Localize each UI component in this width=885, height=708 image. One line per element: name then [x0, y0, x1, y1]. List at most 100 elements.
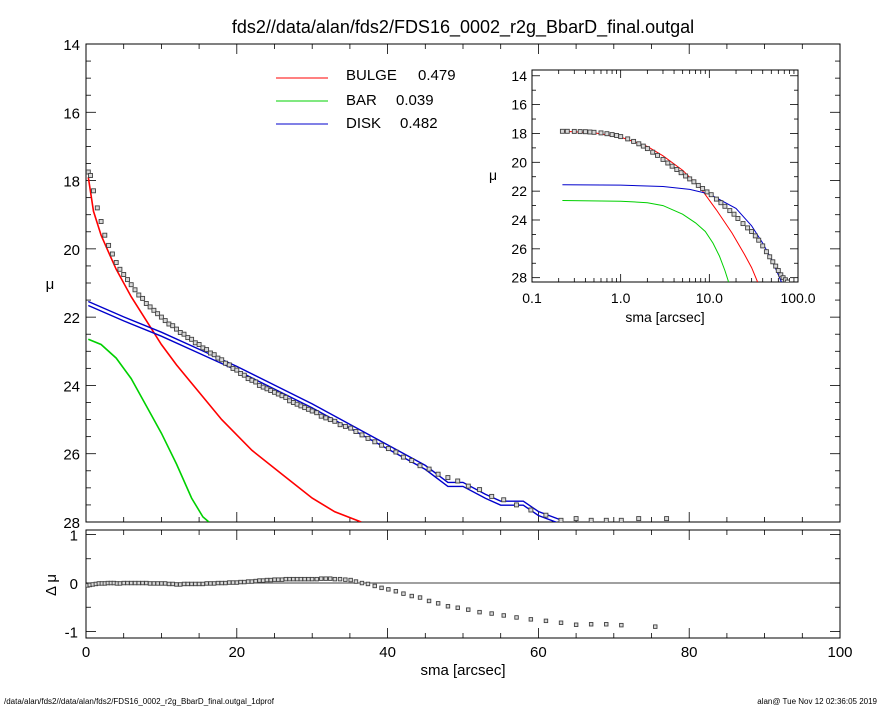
residual-data-point	[125, 580, 130, 586]
residual-data-point	[155, 581, 160, 586]
residual-data-point	[230, 580, 236, 585]
main-y-tick-label: 14	[63, 37, 80, 54]
residual-data-point	[401, 591, 406, 596]
residual-data-point	[306, 576, 311, 582]
main-data-point	[88, 173, 93, 178]
main-data-point	[143, 301, 149, 306]
inset-axis-ticks: 14 16 18 20 22 24 26 28 0.1 1.0 10.0 100.0	[511, 68, 815, 306]
residual-data-point	[170, 581, 175, 587]
main-data-point	[337, 422, 343, 428]
main-data-point	[170, 323, 176, 329]
main-bar-series-line	[87, 338, 210, 522]
main-data-point	[158, 314, 164, 320]
residual-data-point	[348, 577, 353, 583]
main-data-point	[543, 512, 549, 518]
inset-data-point	[614, 133, 620, 138]
main-data-point	[147, 304, 153, 310]
inset-y-tick-label: 18	[511, 125, 527, 141]
inset-data-point	[582, 129, 588, 135]
main-data-point	[323, 415, 329, 421]
residual-y-axis-label: Δ μ	[43, 574, 60, 596]
main-data-point	[102, 232, 108, 238]
x-tick-label: 80	[681, 644, 698, 661]
residual-data-point	[242, 579, 247, 585]
residual-data-point	[558, 620, 564, 625]
inset-data-point	[559, 128, 565, 134]
footer-timestamp: alan@ Tue Nov 12 02:36:05 2019	[757, 697, 877, 706]
main-data-point	[109, 251, 115, 257]
inset-y-tick-label: 26	[511, 241, 527, 257]
residual-data-point	[238, 579, 243, 585]
residual-data-point	[501, 613, 506, 618]
inset-data-point	[763, 249, 769, 255]
residual-data-point	[117, 581, 123, 586]
main-data-point	[445, 475, 451, 481]
residual-data-point	[314, 576, 319, 582]
main-data-point	[365, 435, 371, 441]
inset-data-point	[650, 149, 656, 155]
residual-data-point	[181, 581, 187, 587]
inset-data-point	[618, 134, 624, 140]
main-data-point	[426, 466, 432, 472]
main-data-point	[409, 458, 415, 463]
inset-y-tick-label: 14	[511, 68, 527, 84]
main-data-point	[204, 347, 210, 353]
inset-data-point	[655, 152, 660, 158]
inset-data-point	[770, 259, 776, 265]
x-tick-label: 100	[827, 644, 852, 661]
main-data-point	[603, 517, 609, 522]
main-data-point	[636, 516, 642, 522]
residual-data-point	[140, 580, 145, 586]
residual-data-point	[302, 576, 307, 582]
inset-data-point	[727, 208, 733, 214]
main-data-point	[342, 423, 348, 429]
residual-data-point	[477, 609, 482, 615]
residual-data-point	[619, 622, 624, 628]
inset-bar-series-line	[562, 200, 730, 282]
main-data-point	[98, 219, 104, 224]
residual-data-point	[208, 581, 213, 586]
figure-title: fds2//data/alan/fds2/FDS16_0002_r2g_Bbar…	[232, 17, 694, 38]
inset-data-point	[564, 128, 570, 134]
inset-data-point	[591, 129, 597, 135]
residual-data-point	[393, 589, 399, 594]
main-data-point	[332, 418, 338, 424]
inset-data-point	[691, 179, 697, 185]
main-data-point	[113, 260, 119, 265]
inset-data-point	[636, 141, 642, 147]
main-data-point	[309, 408, 315, 414]
residual-data-point	[245, 579, 251, 584]
residual-data-point	[166, 581, 172, 587]
main-data-point	[211, 352, 217, 358]
residual-y-tick-label: 0	[70, 576, 78, 593]
main-data-point	[573, 516, 579, 522]
inset-data-point	[704, 189, 710, 195]
inset-data-point	[773, 263, 779, 269]
residual-data-point	[257, 578, 262, 583]
inset-background	[532, 70, 798, 282]
footer-file-path: /data/alan/fds2//data/alan/fds2/FDS16_00…	[4, 697, 275, 706]
main-data-point	[400, 454, 406, 460]
main-data-point	[327, 417, 333, 423]
main-data-point	[385, 446, 391, 452]
inset-data-point	[735, 216, 741, 221]
residual-data-point	[543, 618, 549, 624]
inset-data-point	[731, 211, 737, 217]
main-data-point	[125, 277, 130, 283]
main-axis-ticks: 14 16 18 20 22 24 26 28	[63, 37, 841, 532]
residual-data-point	[319, 576, 324, 581]
residual-data-point	[514, 615, 519, 620]
main-data-point	[558, 517, 564, 522]
residual-data-point	[294, 576, 300, 582]
inset-data-point	[609, 132, 615, 138]
main-data-point	[151, 307, 157, 313]
legend: BULGE 0.479 BAR 0.039 DISK 0.482	[276, 67, 456, 132]
inset-data-point	[700, 186, 706, 191]
main-data-point	[189, 336, 195, 342]
residual-data-point	[386, 587, 391, 592]
inset-data-point	[760, 243, 766, 249]
main-data-point	[379, 442, 385, 448]
x-tick-label: 20	[228, 644, 245, 661]
